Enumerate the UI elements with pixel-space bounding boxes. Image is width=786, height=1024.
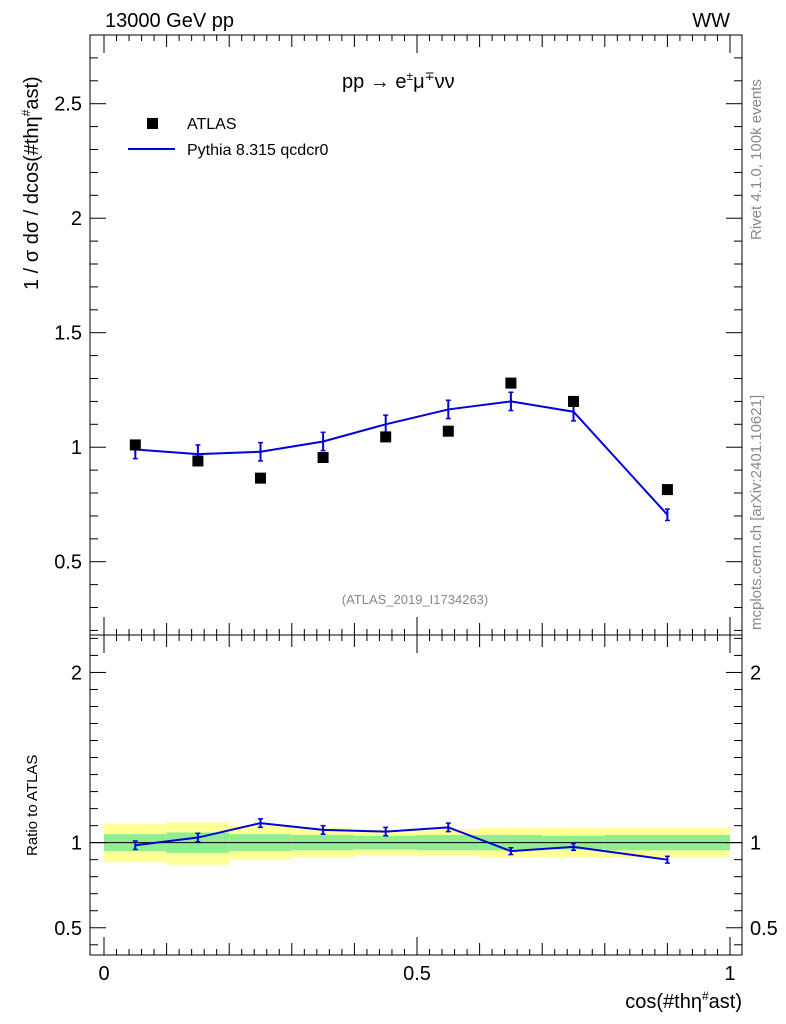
data-point (129, 439, 141, 451)
data-point (317, 452, 329, 464)
ratio-y-tick-label: 2 (71, 662, 82, 684)
ratio-y-tick-label-right: 2 (750, 662, 761, 684)
header-energy-label: 13000 GeV pp (105, 10, 234, 32)
rivet-version-label: Rivet 4.1.0, 100k events (748, 79, 765, 240)
data-point (505, 377, 517, 389)
ratio-y-tick-label-right: 0.5 (750, 918, 778, 940)
ratio-y-tick-label-right: 1 (750, 833, 761, 855)
y-tick-label: 2 (71, 208, 82, 230)
analysis-label: (ATLAS_2019_I1734263) (342, 592, 488, 607)
x-tick-label: 0.5 (403, 963, 431, 985)
plot-title: pp → e±μ∓νν (342, 69, 455, 93)
legend-pythia-label: Pythia 8.315 qcdcr0 (187, 142, 329, 159)
ratio-y-tick-label: 0.5 (54, 918, 82, 940)
y-tick-label: 0.5 (54, 552, 82, 574)
data-point (192, 455, 204, 467)
x-tick-label: 0 (98, 963, 109, 985)
axes: 0.5 1 1.5 2 2.5 0.5 0.5 1 1 2 2 0 0.5 1 (54, 34, 778, 985)
data-point (442, 425, 454, 437)
x-axis-title: cos(#thη#ast) (625, 989, 742, 1013)
data-point (255, 472, 266, 484)
mcplots-label: mcplots.cern.ch [arXiv:2401.10621] (748, 395, 765, 630)
data-point (568, 395, 579, 407)
mc-line (135, 400, 669, 516)
data-point (380, 431, 392, 443)
data-point (661, 484, 673, 496)
ratio-plot-area (90, 818, 742, 864)
ratio-frame (89, 634, 743, 956)
y-tick-label: 1.5 (54, 323, 82, 345)
y-tick-label: 2.5 (54, 94, 82, 116)
legend-atlas-marker (147, 118, 158, 129)
legend-atlas-label: ATLAS (187, 116, 237, 133)
y-axis-title: 1 / σ dσ / dcos(#thη#ast) (19, 76, 43, 290)
x-tick-label: 1 (724, 963, 735, 985)
ratio-y-axis-title: Ratio to ATLAS (24, 755, 41, 856)
main-plot-area (129, 377, 673, 522)
y-tick-label: 1 (71, 437, 82, 459)
ratio-y-tick-label: 1 (71, 833, 82, 855)
header-process-label: WW (692, 10, 730, 32)
